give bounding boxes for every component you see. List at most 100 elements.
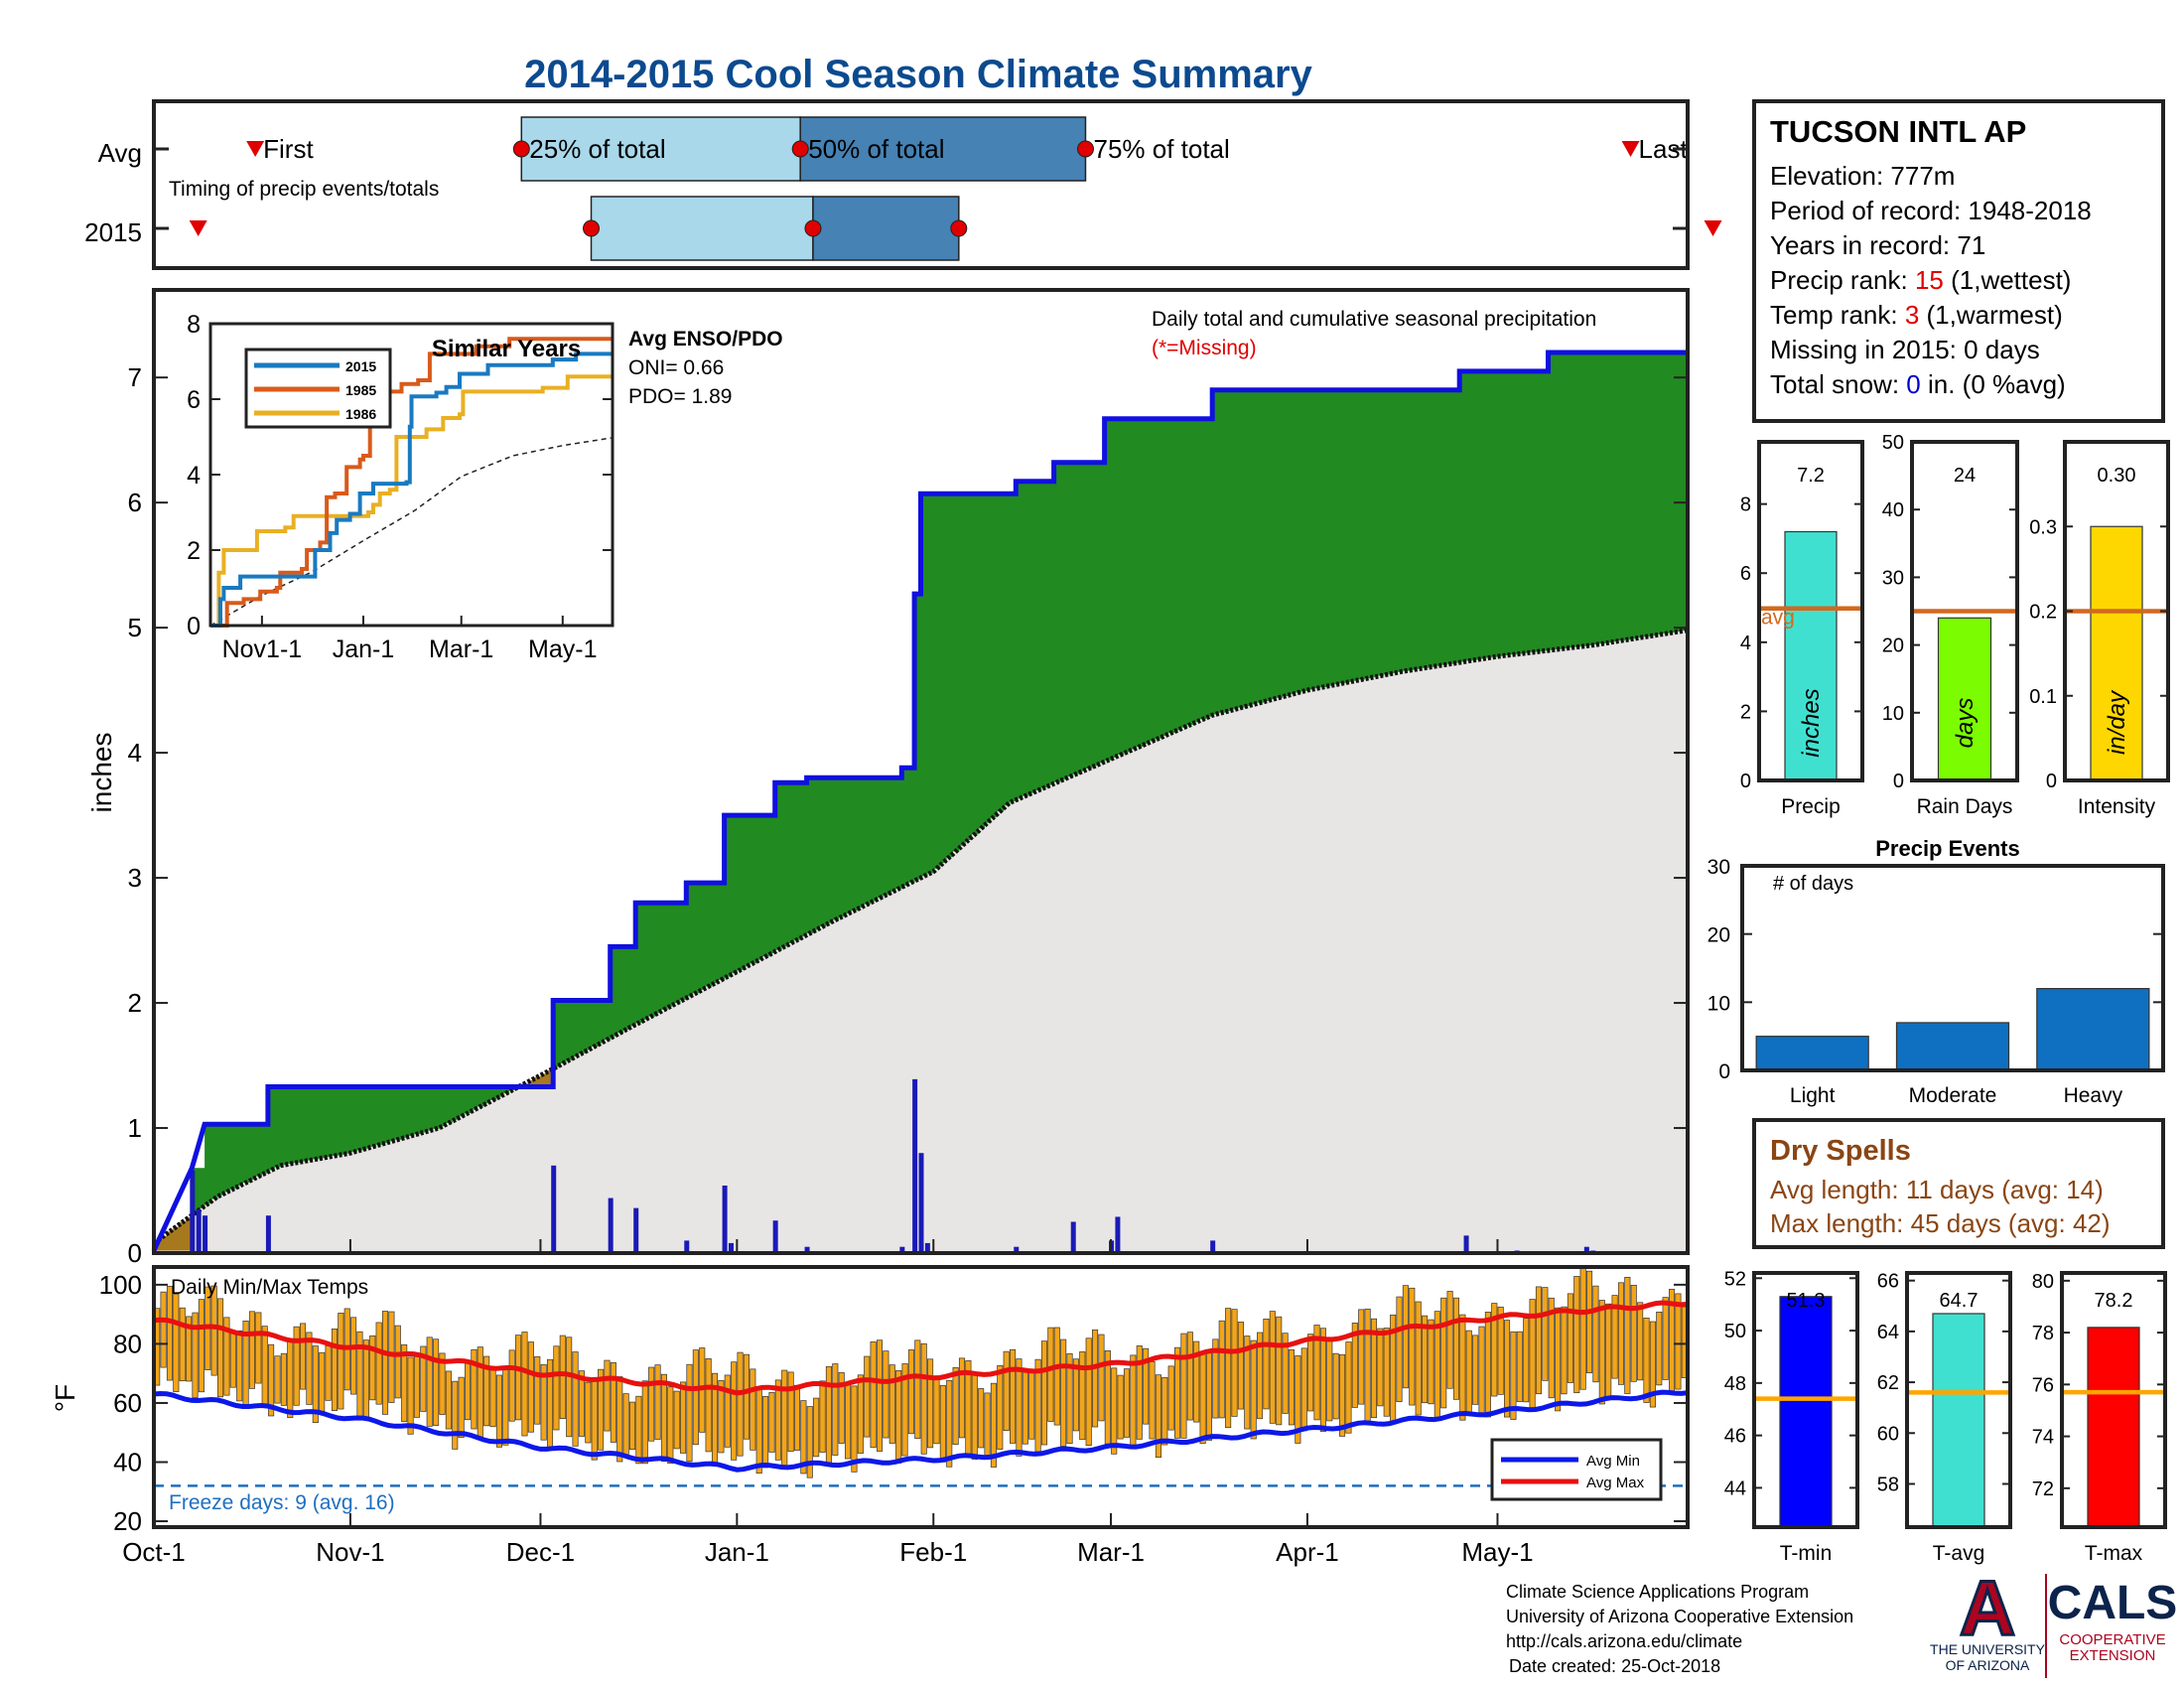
- daily-temp-bar: [350, 1317, 357, 1395]
- daily-temp-bar: [433, 1338, 440, 1426]
- daily-temp-bar: [1143, 1347, 1150, 1425]
- inset-x-tick-label: Nov1-1: [222, 635, 303, 663]
- timing-label-75: 75% of total: [1093, 134, 1229, 164]
- daily-temp-bar: [160, 1291, 167, 1368]
- daily-precip-bar: [772, 1220, 778, 1253]
- daily-precip-bar: [684, 1240, 690, 1253]
- summary-bar-precip: [1784, 530, 1838, 781]
- enso-pdo: PDO= 1.89: [628, 385, 732, 408]
- average-cumulative-line: [152, 628, 1689, 1245]
- surplus-area: [192, 352, 1689, 1213]
- summary-y-tick-label: 66: [1877, 1271, 1899, 1293]
- daily-precip-bar: [1115, 1216, 1121, 1253]
- avg-timing-box-50-75: [799, 116, 1087, 182]
- daily-temp-bar: [1250, 1339, 1257, 1440]
- y2015-timing-box-50-75: [812, 196, 960, 261]
- daily-temp-bar: [984, 1392, 991, 1457]
- daily-temp-bar: [1212, 1338, 1219, 1419]
- timing-row-2015: 2015: [84, 217, 142, 247]
- daily-temp-bar: [1459, 1314, 1466, 1421]
- daily-temp-bar: [1047, 1327, 1054, 1422]
- daily-temp-bar: [1415, 1301, 1422, 1416]
- legend-label-avg-max: Avg Max: [1586, 1475, 1645, 1491]
- daily-temp-bar: [648, 1366, 655, 1442]
- daily-temp-bar: [920, 1342, 927, 1455]
- daily-temp-bar: [1491, 1303, 1498, 1397]
- cals-logo-line-1: COOPERATIVE: [2059, 1631, 2165, 1648]
- main-chart-note: Daily total and cumulative seasonal prec…: [1152, 308, 1596, 331]
- temp-y-tick-label: 40: [113, 1448, 142, 1477]
- daily-temp-bar: [1358, 1309, 1365, 1405]
- main-frame: [152, 288, 1690, 1255]
- average-cumulative-area: [154, 630, 1688, 1253]
- station-info-frame: [1752, 99, 2165, 423]
- inset-series-line-1986: [210, 374, 613, 628]
- daily-temp-bar: [946, 1379, 953, 1468]
- daily-precip-bar: [728, 1242, 734, 1253]
- events-title: Precip Events: [1875, 836, 2020, 861]
- daily-temp-bar: [1098, 1334, 1105, 1422]
- summary-y-tick-label: 50: [1724, 1321, 1746, 1342]
- daily-temp-bar: [1313, 1325, 1320, 1421]
- inset-series-line-2015: [210, 352, 613, 628]
- daily-temp-bar: [166, 1286, 174, 1381]
- daily-temp-bar: [559, 1335, 566, 1419]
- daily-temp-bar: [1478, 1326, 1485, 1417]
- daily-temp-bar: [1123, 1368, 1131, 1438]
- daily-temp-bar: [1066, 1352, 1073, 1445]
- daily-temp-bar: [1611, 1295, 1618, 1379]
- daily-temp-bar: [1186, 1332, 1193, 1421]
- summary-y-tick-label: 8: [1740, 494, 1751, 516]
- daily-temp-bar: [1339, 1353, 1346, 1437]
- daily-temp-bar: [362, 1339, 369, 1418]
- daily-temp-bar: [1040, 1340, 1048, 1446]
- summary-y-tick-label: 46: [1724, 1426, 1746, 1448]
- timing-frame: [152, 99, 1690, 270]
- events-y-tick-label: 0: [1718, 1060, 1730, 1083]
- summary-y-tick-label: 20: [1882, 635, 1904, 657]
- daily-temp-bar: [1231, 1309, 1238, 1417]
- daily-temp-bar: [255, 1312, 262, 1384]
- legend-label-1985: 1985: [345, 382, 376, 398]
- inset-y-tick-label: 0: [187, 613, 201, 640]
- daily-temp-bar: [1155, 1374, 1161, 1458]
- daily-temp-bar: [179, 1307, 186, 1382]
- summary-panel-frame: [1910, 440, 2019, 782]
- daily-temp-bar: [1504, 1320, 1511, 1418]
- daily-temp-bar: [1586, 1270, 1593, 1374]
- daily-temp-bar: [426, 1336, 433, 1427]
- inset-y-tick-label: 2: [187, 537, 201, 565]
- summary-value-label: 0.30: [2098, 465, 2136, 487]
- legend-label-avg-min: Avg Min: [1586, 1453, 1640, 1470]
- daily-temp-bar: [369, 1335, 376, 1401]
- daily-temp-bar: [1409, 1287, 1416, 1406]
- avg-p75-marker: [1076, 140, 1094, 158]
- timing-label-50: 50% of total: [808, 134, 944, 164]
- daily-temp-bar: [933, 1376, 940, 1445]
- daily-temp-bar: [990, 1382, 997, 1468]
- daily-temp-bar: [381, 1311, 389, 1415]
- ua-logo-line-2: OF ARIZONA: [1946, 1657, 2030, 1673]
- station-period: Period of record: 1948-2018: [1770, 196, 2092, 225]
- summary-y-tick-label: 74: [2032, 1427, 2054, 1449]
- summary-bar-t-min: [1779, 1296, 1833, 1528]
- daily-temp-bar: [978, 1388, 985, 1449]
- daily-temp-bar: [452, 1380, 459, 1450]
- summary-y-tick-label: 48: [1724, 1373, 1746, 1395]
- main-y-tick-label: 6: [128, 488, 142, 517]
- main-y-tick-label: 7: [128, 362, 142, 392]
- summary-category-label: T-avg: [1933, 1542, 1985, 1565]
- daily-temp-bar: [616, 1376, 623, 1463]
- y2015-first-marker: [189, 220, 207, 236]
- freeze-days-text: Freeze days: 9 (avg. 16): [169, 1491, 395, 1514]
- daily-temp-bar: [192, 1312, 199, 1399]
- daily-temp-bar: [1332, 1352, 1339, 1420]
- summary-panel-frame: [1757, 440, 1864, 782]
- daily-temp-bar: [287, 1339, 294, 1418]
- summary-y-tick-label: 0: [2046, 771, 2057, 792]
- footer-line-3: http://cals.arizona.edu/climate: [1506, 1631, 1742, 1651]
- daily-temp-bar: [331, 1329, 338, 1412]
- daily-temp-bar: [1319, 1328, 1326, 1432]
- daily-temp-bar: [806, 1406, 813, 1478]
- main-y-tick-label: 3: [128, 863, 142, 893]
